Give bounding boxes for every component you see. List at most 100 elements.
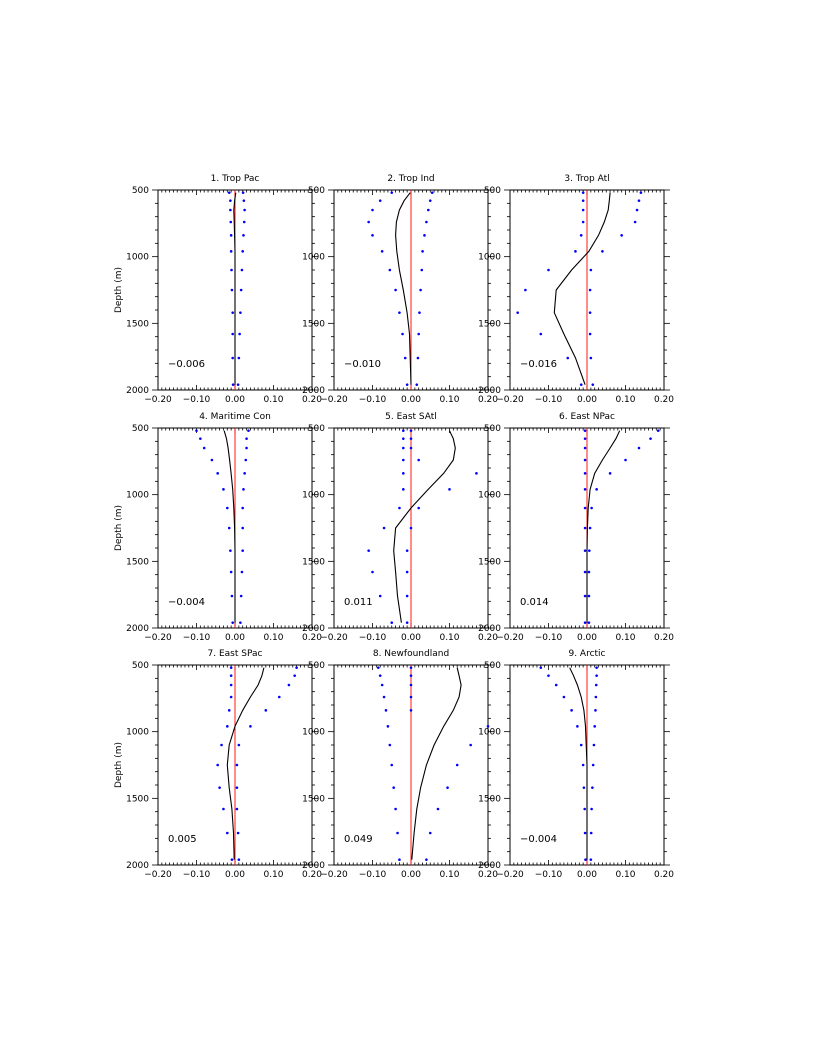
lower-bound-point xyxy=(371,234,374,237)
upper-bound-point xyxy=(405,570,409,574)
lower-bound-point xyxy=(581,199,585,202)
upper-bound-point xyxy=(415,383,419,386)
y-tick-label: 2000 xyxy=(478,386,501,396)
upper-bound-point xyxy=(420,268,424,272)
x-tick-label: −0.10 xyxy=(359,870,387,880)
upper-bound-point xyxy=(409,674,413,677)
upper-bound-point xyxy=(242,234,245,237)
upper-bound-point xyxy=(240,570,244,574)
upper-bound-point xyxy=(241,549,244,552)
x-tick-label: 0.00 xyxy=(577,870,597,880)
upper-bound-point xyxy=(624,458,627,462)
x-tick-label: 0.20 xyxy=(654,633,674,643)
x-tick-label: 0.20 xyxy=(478,633,498,643)
y-tick-label: 1500 xyxy=(478,319,501,329)
upper-bound-point xyxy=(601,250,604,253)
lower-bound-point xyxy=(229,683,233,687)
upper-bound-point xyxy=(637,446,641,450)
lower-bound-point xyxy=(402,458,405,462)
lower-bound-point xyxy=(579,743,583,747)
lower-bound-point xyxy=(570,709,573,712)
upper-bound-point xyxy=(418,311,421,314)
upper-bound-point xyxy=(588,549,591,552)
y-tick-label: 1000 xyxy=(302,253,325,263)
y-tick-label: 2000 xyxy=(302,861,325,871)
upper-bound-point xyxy=(417,506,421,510)
x-tick-label: −0.20 xyxy=(320,633,348,643)
lower-bound-point xyxy=(581,763,585,767)
lower-bound-point xyxy=(380,250,384,253)
lower-bound-point xyxy=(390,763,394,767)
y-tick-label: 500 xyxy=(484,661,501,671)
lower-bound-point xyxy=(226,506,229,510)
lower-bound-point xyxy=(583,488,587,491)
upper-bound-point xyxy=(237,858,241,861)
lower-bound-point xyxy=(583,807,586,811)
upper-bound-point xyxy=(243,208,246,212)
panel-title: 1. Trop Pac xyxy=(211,174,260,184)
upper-bound-point xyxy=(409,446,413,450)
lower-bound-point xyxy=(402,472,405,475)
upper-bound-point xyxy=(588,288,592,292)
lower-bound-point xyxy=(216,472,219,475)
upper-bound-point xyxy=(587,570,591,574)
upper-bound-point xyxy=(239,621,242,624)
panel-3: −0.20 −0.10 0.00 0.10 0.20 500 1000 1500 2000 3. … xyxy=(478,174,674,405)
lower-bound-point xyxy=(390,191,394,194)
lower-bound-point xyxy=(229,250,233,253)
x-tick-label: 0.20 xyxy=(302,633,322,643)
lower-bound-point xyxy=(539,666,543,669)
upper-bound-point xyxy=(588,311,592,314)
y-axis-label: Depth (m) xyxy=(114,505,124,551)
lower-bound-point xyxy=(403,356,407,360)
panel-annotation: −0.004 xyxy=(168,597,205,608)
x-tick-label: 0.20 xyxy=(654,395,674,405)
upper-bound-point xyxy=(264,709,268,712)
lower-bound-point xyxy=(392,786,395,789)
panel-title: 7. East SPac xyxy=(208,649,263,659)
lower-bound-point xyxy=(583,621,587,624)
panel-4: −0.20 −0.10 0.00 0.10 0.20 500 1000 1500 2000 4. … xyxy=(114,412,322,643)
mean-profile-line xyxy=(393,430,456,623)
x-tick-label: −0.10 xyxy=(359,395,387,405)
lower-bound-point xyxy=(398,506,401,510)
y-tick-label: 1000 xyxy=(302,491,325,501)
lower-bound-point xyxy=(583,570,587,574)
lower-bound-point xyxy=(202,446,206,450)
lower-bound-point xyxy=(378,674,382,677)
x-tick-label: 0.20 xyxy=(302,395,322,405)
lower-bound-point xyxy=(402,446,405,450)
panel-annotation: −0.010 xyxy=(344,359,381,370)
lower-bound-point xyxy=(386,725,390,728)
x-tick-label: 0.10 xyxy=(615,633,635,643)
upper-bound-point xyxy=(239,594,243,598)
lower-bound-point xyxy=(226,831,229,835)
mean-profile-line xyxy=(233,192,237,385)
lower-bound-point xyxy=(402,437,405,440)
lower-bound-point xyxy=(402,488,405,491)
x-tick-label: −0.20 xyxy=(496,395,524,405)
upper-bound-point xyxy=(436,807,440,811)
lower-bound-point xyxy=(231,621,234,624)
lower-bound-point xyxy=(574,250,577,253)
upper-bound-point xyxy=(649,437,652,440)
x-tick-label: −0.10 xyxy=(535,633,563,643)
upper-bound-point xyxy=(409,429,413,432)
lower-bound-point xyxy=(367,220,370,224)
lower-bound-point xyxy=(583,526,587,530)
upper-bound-point xyxy=(594,695,598,699)
x-tick-label: −0.10 xyxy=(183,870,211,880)
lower-bound-point xyxy=(390,621,394,624)
upper-bound-point xyxy=(240,268,244,272)
upper-bound-point xyxy=(589,268,593,272)
upper-bound-point xyxy=(277,695,281,699)
upper-bound-point xyxy=(417,332,421,336)
y-tick-label: 1000 xyxy=(478,728,501,738)
upper-bound-point xyxy=(295,666,298,669)
lower-bound-point xyxy=(394,288,397,292)
lower-bound-point xyxy=(230,594,234,598)
upper-bound-point xyxy=(430,191,434,194)
upper-bound-point xyxy=(237,743,241,747)
lower-bound-point xyxy=(581,208,585,212)
upper-bound-point xyxy=(595,674,598,677)
